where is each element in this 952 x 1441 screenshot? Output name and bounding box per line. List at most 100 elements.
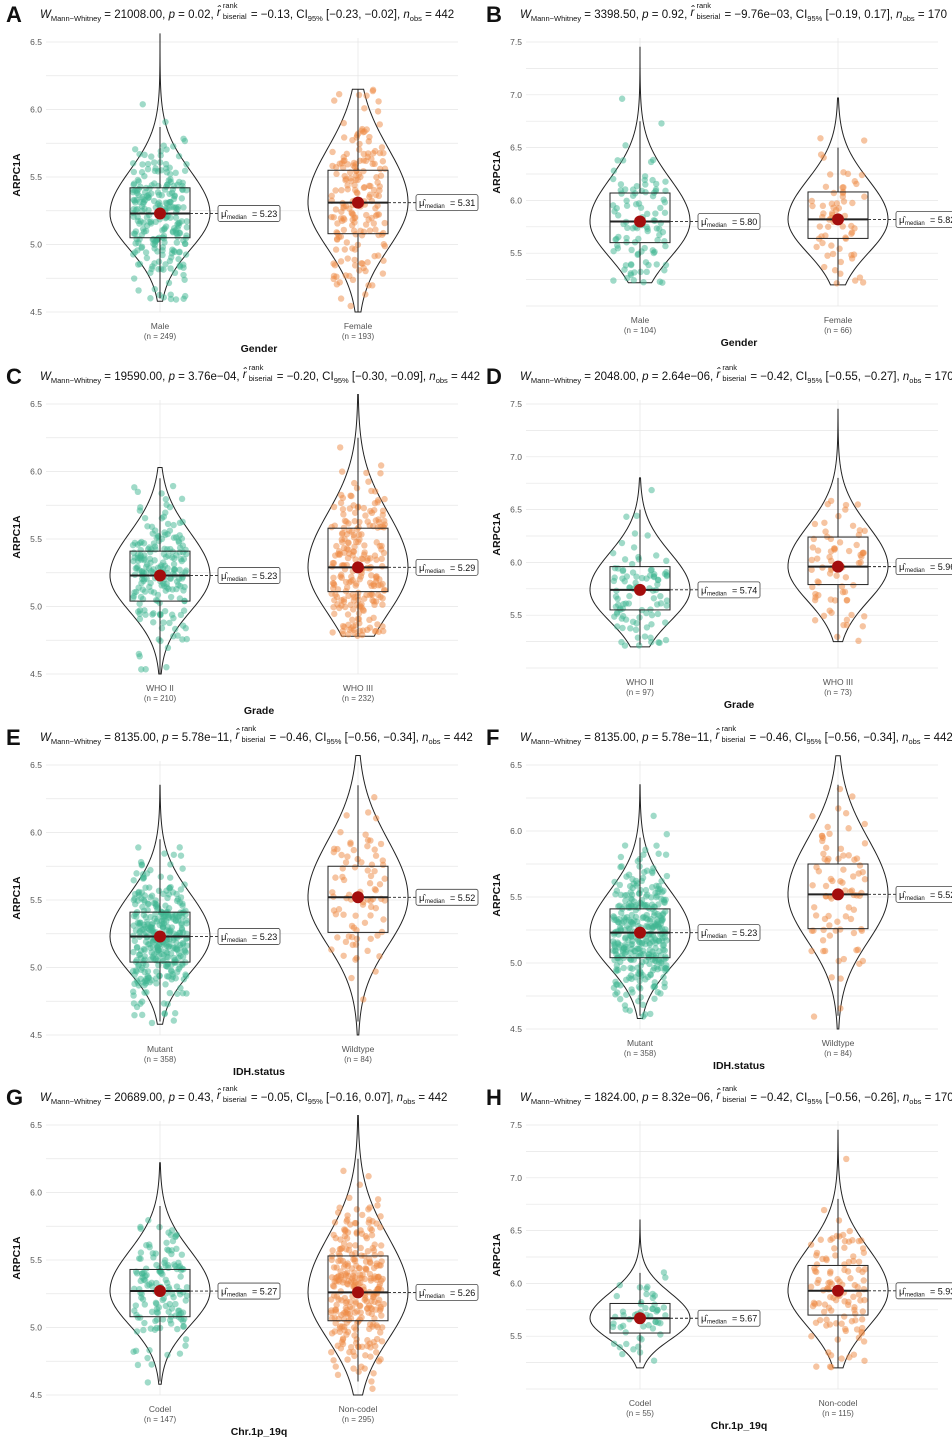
data-point	[166, 527, 174, 534]
median-label-box	[697, 213, 761, 230]
data-point	[347, 601, 354, 609]
data-point	[374, 591, 382, 599]
data-point	[170, 915, 177, 922]
data-point	[615, 903, 622, 910]
data-point	[135, 287, 142, 294]
data-point	[653, 601, 661, 608]
data-point	[826, 570, 834, 577]
y-tick-label: 6.0	[510, 826, 522, 836]
data-point	[843, 597, 850, 604]
data-point	[824, 252, 831, 259]
data-point	[182, 240, 189, 248]
data-point	[331, 610, 338, 618]
data-point	[843, 1155, 850, 1163]
data-point	[172, 296, 180, 303]
data-point	[649, 1325, 657, 1332]
data-point	[615, 919, 623, 926]
data-point	[658, 120, 665, 127]
data-point	[637, 951, 645, 959]
data-point	[843, 616, 851, 624]
data-point	[367, 1353, 374, 1360]
data-point	[623, 946, 630, 953]
data-point	[638, 939, 645, 947]
data-point	[339, 506, 347, 513]
box-iqr	[129, 1268, 191, 1318]
data-point	[826, 553, 833, 561]
data-point	[855, 870, 862, 877]
data-point	[859, 957, 867, 965]
data-point	[861, 527, 868, 535]
data-point	[848, 229, 856, 236]
data-point	[842, 506, 849, 513]
data-point	[364, 947, 371, 955]
data-point	[860, 1277, 867, 1284]
data-point	[328, 523, 335, 531]
data-point	[352, 912, 359, 919]
data-point	[378, 1338, 386, 1345]
data-point	[132, 1268, 140, 1275]
data-point	[141, 892, 148, 899]
data-point	[352, 556, 359, 563]
y-axis-label: ARPC1A	[11, 876, 23, 920]
stats-subtitle: WMann−Whitney = 20689.00, p = 0.43, r̂ ra…	[40, 1084, 448, 1106]
y-tick-label: 7.0	[510, 90, 522, 100]
data-point	[175, 255, 182, 263]
data-point	[129, 594, 137, 602]
data-point	[351, 246, 359, 253]
data-point	[627, 964, 634, 972]
data-point	[345, 1272, 352, 1280]
y-tick-label: 5.5	[510, 892, 522, 902]
data-point	[182, 251, 190, 258]
x-tick-count: (n = 84)	[824, 1049, 852, 1058]
data-point	[839, 879, 846, 886]
stats-subtitle: WMann−Whitney = 8135.00, p = 5.78e−11, r…	[520, 724, 952, 746]
box-iqr	[807, 191, 869, 239]
data-point	[618, 190, 625, 197]
y-tick-label: 7.5	[510, 37, 522, 47]
data-point	[338, 1272, 345, 1279]
x-tick-label: Male	[151, 321, 170, 331]
data-point	[339, 164, 347, 171]
data-point	[367, 837, 374, 844]
data-point	[662, 965, 669, 972]
data-point	[142, 249, 150, 256]
stat-r: −0.46	[759, 732, 789, 744]
median-mu-symbol: μ̂	[899, 890, 906, 901]
data-point	[372, 488, 379, 495]
data-point	[660, 946, 667, 953]
violin-outline	[307, 1115, 409, 1396]
data-point	[637, 1299, 645, 1306]
data-point	[176, 1350, 184, 1357]
data-point	[817, 151, 825, 158]
median-label-value: = 5.96	[930, 562, 952, 572]
data-point	[861, 820, 868, 828]
data-point	[179, 865, 186, 872]
data-point	[839, 184, 846, 191]
data-point	[360, 504, 368, 512]
data-point	[630, 544, 638, 551]
data-point	[860, 1249, 868, 1256]
median-label-value: = 5.26	[450, 1288, 475, 1298]
data-point	[351, 543, 358, 550]
median-dot	[154, 930, 166, 943]
data-point	[352, 956, 359, 963]
data-point	[380, 916, 387, 923]
y-axis-label: ARPC1A	[11, 515, 23, 559]
data-point	[152, 975, 160, 982]
data-point	[369, 1385, 376, 1392]
data-point	[623, 202, 631, 209]
data-point	[838, 1320, 845, 1327]
data-point	[375, 582, 382, 589]
data-point	[178, 919, 185, 927]
data-point	[165, 1247, 172, 1254]
data-point	[380, 241, 387, 248]
data-point	[841, 1313, 848, 1320]
data-point	[372, 226, 379, 233]
data-point	[143, 870, 151, 877]
stat-nobs: 442	[428, 1092, 448, 1104]
median-label-value: = 5.23	[732, 928, 757, 938]
data-point	[342, 1261, 349, 1268]
data-point	[810, 1013, 818, 1020]
data-point	[139, 101, 146, 108]
